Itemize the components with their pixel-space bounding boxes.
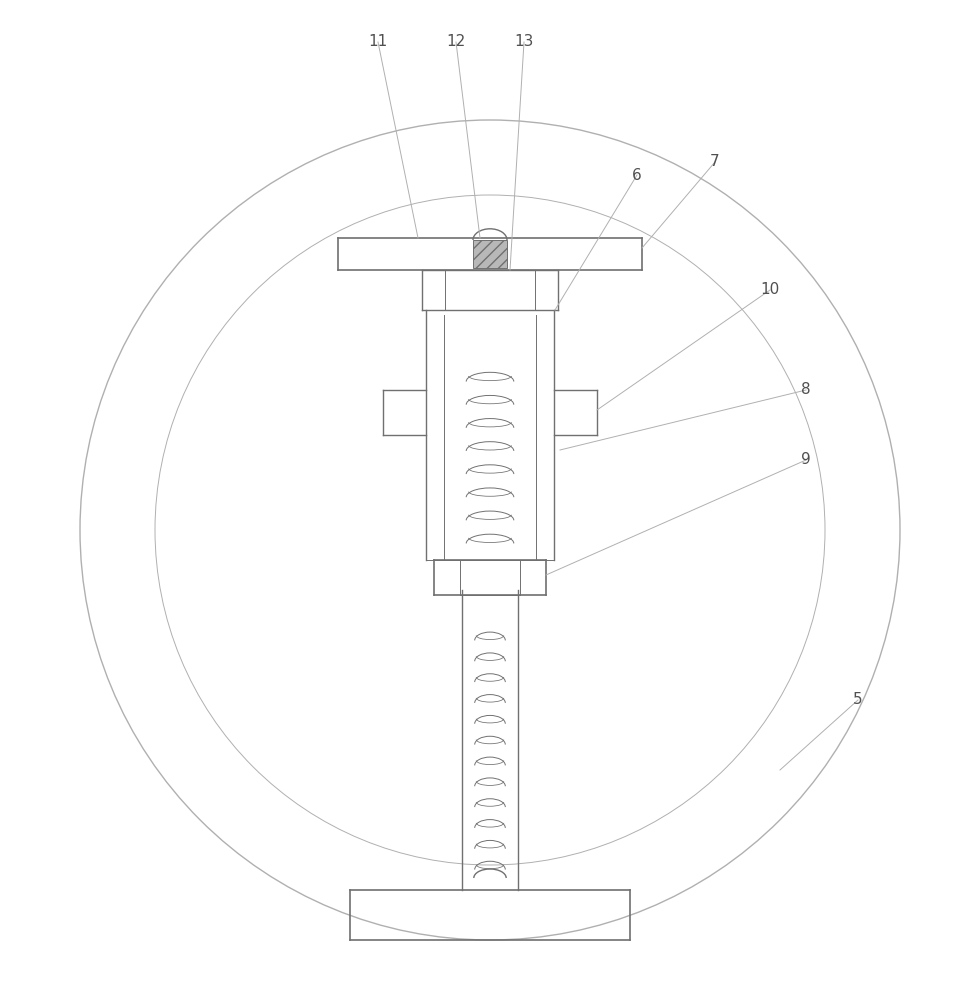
- Text: 8: 8: [801, 382, 811, 397]
- Text: 10: 10: [761, 282, 780, 298]
- Bar: [473, 240, 507, 268]
- Text: 6: 6: [632, 167, 642, 182]
- Text: 12: 12: [447, 34, 466, 49]
- Text: 11: 11: [369, 34, 388, 49]
- Text: 9: 9: [801, 452, 811, 468]
- Text: 5: 5: [853, 692, 863, 708]
- Text: 13: 13: [514, 34, 534, 49]
- Text: 7: 7: [710, 154, 719, 169]
